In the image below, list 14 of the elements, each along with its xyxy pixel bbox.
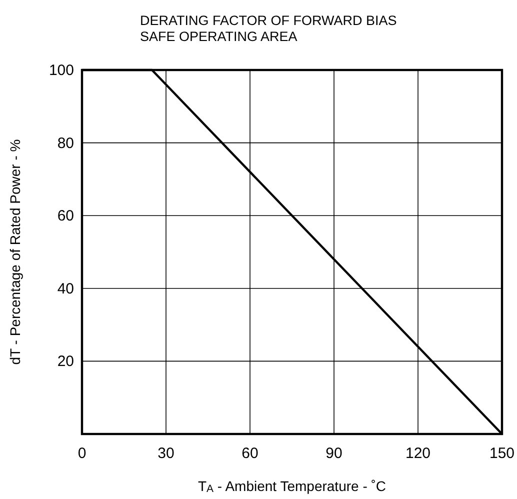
- y-axis-title: dT - Percentage of Rated Power - %: [7, 139, 23, 365]
- y-tick-label: 40: [57, 280, 74, 298]
- x-tick-label: 60: [242, 445, 258, 462]
- x-axis-title: T$_{A}$ - Ambient Temperature - ˚C: [198, 478, 386, 496]
- chart-title: DERATING FACTOR OF FORWARD BIAS SAFE OPERATING AREA: [140, 13, 397, 44]
- x-tick-label: 30: [158, 445, 174, 462]
- x-tick-label: 0: [78, 445, 86, 462]
- y-tick-label: 20: [57, 353, 74, 370]
- y-tick-label: 80: [57, 134, 74, 152]
- x-tick-label: 90: [326, 445, 342, 462]
- y-tick-label: 100: [48, 62, 74, 79]
- x-tick-label: 120: [405, 445, 431, 462]
- x-tick-label: 150: [489, 445, 515, 462]
- y-tick-label: 60: [57, 208, 74, 225]
